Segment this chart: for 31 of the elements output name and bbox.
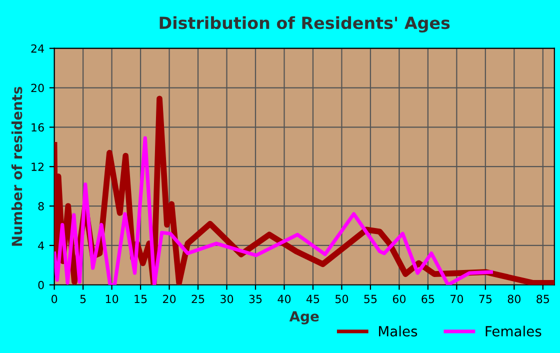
legend-label: Males xyxy=(379,326,418,337)
x-tick-label: 35 xyxy=(249,294,262,304)
x-tick-label: 65 xyxy=(422,294,434,304)
x-tick-label: 60 xyxy=(392,294,406,304)
x-tick-label: 0 xyxy=(52,294,58,304)
y-tick-label: 24 xyxy=(31,44,44,53)
x-tick-label: 80 xyxy=(508,294,520,304)
x-tick-label: 10 xyxy=(106,294,118,304)
y-tick-label: 16 xyxy=(32,123,44,132)
x-tick-label: 75 xyxy=(479,294,492,304)
x-tick-label: 50 xyxy=(336,294,348,304)
x-tick-label: 25 xyxy=(192,294,204,304)
x-tick-label: 70 xyxy=(450,294,464,304)
chart-title: Distribution of Residents' Ages xyxy=(160,16,450,33)
y-tick-label: 20 xyxy=(31,84,44,92)
x-tick-label: 45 xyxy=(306,294,320,304)
x-tick-label: 40 xyxy=(278,294,291,304)
x-axis-title: Age xyxy=(289,311,319,324)
y-tick-label: 0 xyxy=(38,280,44,290)
x-tick-label: 5 xyxy=(80,294,86,304)
y-axis-title: Number of residents xyxy=(11,86,22,246)
line-series xyxy=(54,136,493,285)
x-tick-label: 55 xyxy=(364,294,377,304)
y-tick-label: 4 xyxy=(38,242,44,250)
x-tick-label: 85 xyxy=(536,294,550,304)
y-tick-label: 8 xyxy=(38,202,44,210)
x-tick-label: 15 xyxy=(134,294,147,304)
y-tick-label: 12 xyxy=(32,162,44,171)
x-tick-label: 30 xyxy=(220,294,234,304)
legend-label: Females xyxy=(486,326,542,337)
x-tick-label: 20 xyxy=(163,294,176,304)
